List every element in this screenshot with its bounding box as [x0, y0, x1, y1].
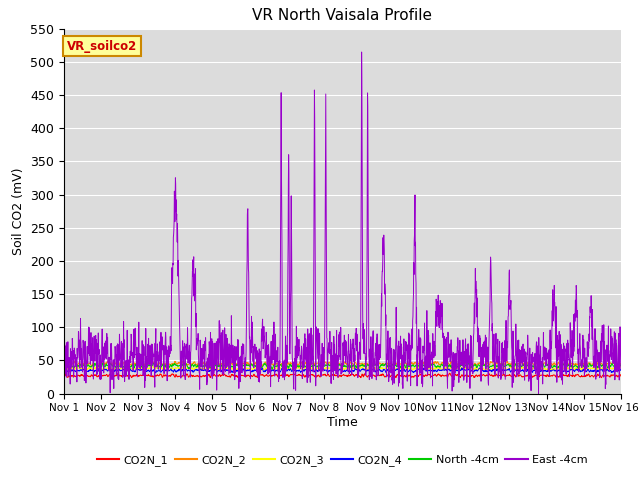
East -4cm	[60, 342, 68, 348]
North -4cm	[216, 363, 223, 369]
CO2N_4	[371, 369, 379, 375]
Line: East -4cm: East -4cm	[64, 52, 621, 393]
CO2N_4	[359, 366, 367, 372]
Line: CO2N_1: CO2N_1	[64, 373, 621, 378]
East -4cm	[504, 313, 512, 319]
CO2N_2	[216, 361, 223, 367]
CO2N_2	[60, 361, 68, 367]
North -4cm	[465, 360, 472, 366]
CO2N_2	[371, 362, 379, 368]
North -4cm	[505, 362, 513, 368]
CO2N_1	[568, 373, 576, 379]
CO2N_3	[70, 368, 78, 373]
Y-axis label: Soil CO2 (mV): Soil CO2 (mV)	[12, 168, 25, 255]
CO2N_3	[617, 363, 625, 369]
CO2N_4	[259, 365, 266, 371]
CO2N_1	[312, 375, 319, 381]
East -4cm	[359, 304, 367, 310]
CO2N_1	[216, 372, 223, 378]
CO2N_2	[617, 361, 625, 367]
Line: CO2N_2: CO2N_2	[64, 361, 621, 367]
X-axis label: Time: Time	[327, 416, 358, 429]
North -4cm	[584, 362, 591, 368]
CO2N_3	[371, 365, 379, 371]
North -4cm	[359, 362, 367, 368]
North -4cm	[568, 364, 576, 370]
East -4cm	[568, 328, 576, 334]
East -4cm	[216, 318, 223, 324]
CO2N_2	[568, 360, 576, 366]
CO2N_1	[60, 372, 68, 378]
CO2N_3	[584, 367, 591, 373]
CO2N_4	[617, 367, 625, 373]
CO2N_2	[448, 358, 456, 364]
North -4cm	[268, 366, 276, 372]
East -4cm	[358, 49, 365, 55]
CO2N_1	[617, 372, 625, 377]
CO2N_2	[88, 364, 95, 370]
CO2N_3	[221, 363, 228, 369]
Line: CO2N_4: CO2N_4	[64, 368, 621, 373]
Title: VR North Vaisala Profile: VR North Vaisala Profile	[252, 9, 433, 24]
CO2N_4	[568, 366, 576, 372]
CO2N_4	[216, 367, 223, 373]
East -4cm	[371, 362, 379, 368]
East -4cm	[617, 366, 625, 372]
East -4cm	[534, 390, 542, 396]
Legend: CO2N_1, CO2N_2, CO2N_3, CO2N_4, North -4cm, East -4cm: CO2N_1, CO2N_2, CO2N_3, CO2N_4, North -4…	[93, 450, 592, 470]
CO2N_4	[584, 367, 591, 372]
CO2N_3	[505, 366, 513, 372]
CO2N_4	[60, 368, 68, 373]
CO2N_3	[568, 365, 576, 371]
CO2N_4	[152, 370, 159, 376]
CO2N_1	[584, 373, 591, 379]
East -4cm	[584, 348, 591, 353]
North -4cm	[60, 361, 68, 367]
CO2N_1	[505, 372, 513, 378]
CO2N_2	[359, 361, 367, 367]
CO2N_4	[505, 367, 513, 373]
Text: VR_soilco2: VR_soilco2	[67, 40, 137, 53]
CO2N_2	[584, 361, 591, 367]
Line: North -4cm: North -4cm	[64, 363, 621, 369]
CO2N_1	[371, 373, 379, 379]
CO2N_1	[446, 370, 454, 376]
CO2N_2	[505, 360, 513, 366]
North -4cm	[371, 362, 379, 368]
Line: CO2N_3: CO2N_3	[64, 366, 621, 371]
CO2N_3	[60, 365, 68, 371]
CO2N_3	[216, 367, 223, 372]
CO2N_1	[359, 373, 367, 379]
North -4cm	[617, 362, 625, 368]
CO2N_3	[359, 365, 367, 371]
